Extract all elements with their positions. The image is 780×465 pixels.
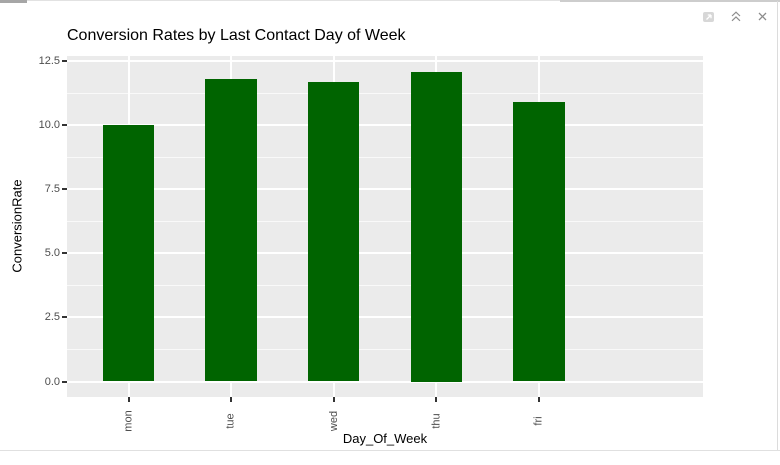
y-tick-label: 12.5 [38,55,60,68]
pane-top-border-segment [560,0,780,2]
pop-out-window-icon[interactable] [701,9,716,24]
gridline-minor-horizontal [67,348,703,350]
y-axis-tick [62,252,67,255]
gridline-major-horizontal [67,124,703,127]
bar-thu [410,71,462,382]
bar-fri [513,102,565,382]
pane-right-border [777,1,778,451]
gridline-major-horizontal [67,252,703,255]
y-tick-label: 7.5 [44,183,60,196]
clear-output-close-icon[interactable] [755,9,770,24]
gridline-major-horizontal [67,60,703,63]
pane-bottom-border [0,450,780,451]
scrollbar-fragment [0,0,27,3]
chart-title: Conversion Rates by Last Contact Day of … [67,27,406,44]
pane-top-border [0,0,780,1]
gridline-major-horizontal [67,188,703,191]
x-axis-tick [537,397,540,402]
x-axis-title: Day_Of_Week [342,431,428,446]
y-tick-label: 2.5 [44,311,60,324]
output-controls [701,9,770,24]
y-axis-tick [62,380,67,383]
x-axis-tick [332,397,335,402]
gridline-minor-horizontal [67,284,703,286]
y-axis-tick [62,316,67,319]
bar-tue [205,79,257,382]
x-axis-tick [127,397,130,402]
plot-panel [67,56,703,397]
x-tick-label-text: fri [532,416,545,426]
y-axis-tick [62,188,67,191]
x-axis-tick [230,397,233,402]
y-axis-tick [62,60,67,63]
collapse-output-chevrons-icon[interactable] [728,9,743,24]
y-tick-label: 5.0 [44,247,60,260]
y-axis-title: ConversionRate [9,179,25,273]
x-tick-label-text: tue [225,413,238,429]
gridline-minor-horizontal [67,92,703,94]
y-tick-label: 10.0 [38,119,60,132]
x-tick-label-text: wed [327,410,340,432]
bar-wed [308,81,360,382]
gridline-major-horizontal [67,380,703,383]
y-axis-tick [62,124,67,127]
bar-mon [102,125,155,382]
gridline-minor-horizontal [67,220,703,222]
y-tick-label: 0.0 [44,375,60,388]
x-tick-label-text: mon [122,410,135,432]
x-tick-label-text: thu [430,413,443,429]
gridline-major-horizontal [67,316,703,319]
x-axis-tick [435,397,438,402]
gridline-minor-horizontal [67,156,703,158]
